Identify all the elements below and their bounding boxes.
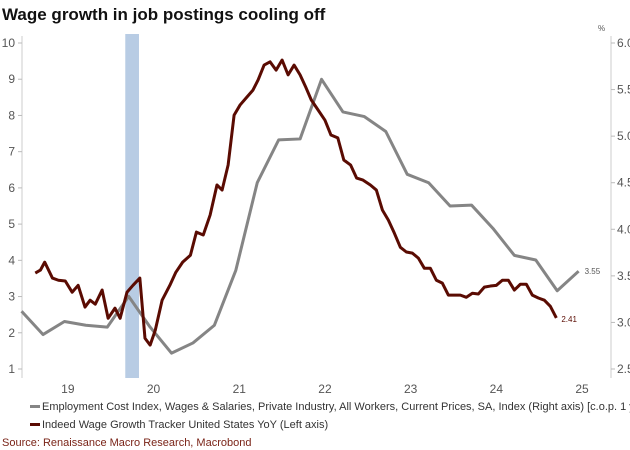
right-tick-label: 3.0 xyxy=(617,315,630,329)
legend-indeed: Indeed Wage Growth Tracker United States… xyxy=(42,419,328,431)
right-tick-label: 4.0 xyxy=(617,222,630,236)
eci-line xyxy=(20,77,580,355)
left-tick-label: 10 xyxy=(2,36,16,50)
indeed-value-label: 2.41 xyxy=(561,315,577,324)
left-tick-label: 2 xyxy=(8,326,15,340)
legend-swatch-indeed xyxy=(30,423,40,426)
right-tick-label: 4.5 xyxy=(617,176,630,190)
right-axis-unit: % xyxy=(598,24,605,33)
right-tick-label: 5.5 xyxy=(617,83,630,97)
eci-value-label: 3.55 xyxy=(585,267,601,276)
recession-shading xyxy=(125,34,139,378)
left-tick-label: 4 xyxy=(8,253,15,267)
x-tick-label: 20 xyxy=(147,382,161,396)
right-tick-label: 5.0 xyxy=(617,129,630,143)
source-note: Source: Renaissance Macro Research, Macr… xyxy=(2,437,251,449)
left-tick-label: 6 xyxy=(8,181,15,195)
x-tick-label: 25 xyxy=(575,382,589,396)
left-tick-label: 1 xyxy=(8,362,15,376)
x-tick-label: 24 xyxy=(490,382,504,396)
indeed-line xyxy=(34,58,558,347)
left-tick-label: 8 xyxy=(8,108,15,122)
left-tick-label: 3 xyxy=(8,290,15,304)
left-tick-label: 9 xyxy=(8,72,15,86)
x-tick-label: 23 xyxy=(404,382,418,396)
right-tick-label: 3.5 xyxy=(617,269,630,283)
legend-eci: Employment Cost Index, Wages & Salaries,… xyxy=(42,401,630,413)
left-tick-label: 5 xyxy=(8,217,15,231)
x-tick-label: 21 xyxy=(233,382,247,396)
right-tick-label: 6.0 xyxy=(617,36,630,50)
x-tick-label: 22 xyxy=(318,382,332,396)
x-tick-label: 19 xyxy=(61,382,75,396)
left-tick-label: 7 xyxy=(8,145,15,159)
chart-title: Wage growth in job postings cooling off xyxy=(2,5,326,24)
legend-swatch-eci xyxy=(30,405,40,408)
right-tick-label: 2.5 xyxy=(617,362,630,376)
